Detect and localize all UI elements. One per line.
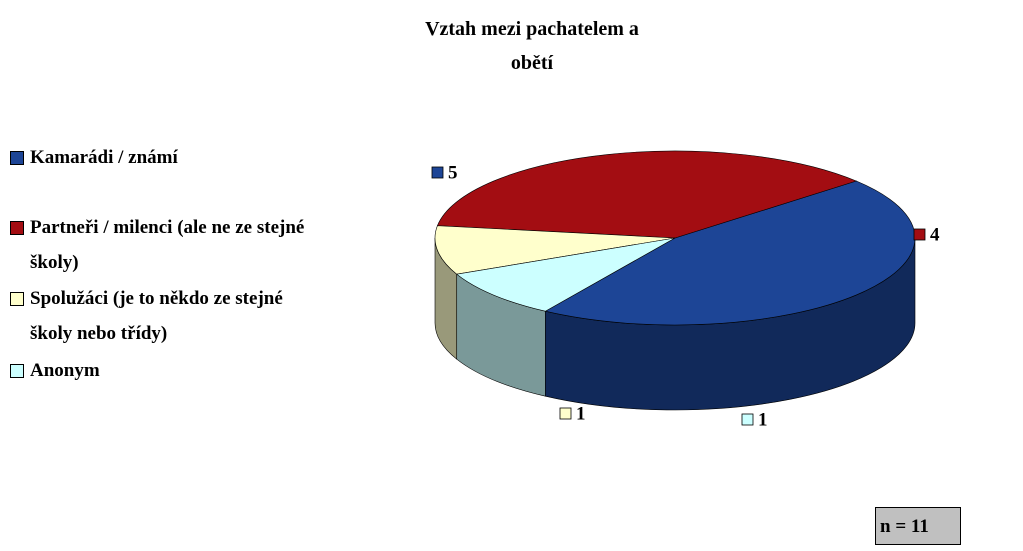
legend-item: Kamarádi / známí <box>10 140 320 175</box>
legend-label: Spolužáci (je to někdo ze stejné školy n… <box>30 288 283 344</box>
legend-item: Partneři / milenci (ale ne ze stejné ško… <box>10 210 320 280</box>
legend-label: Partneři / milenci (ale ne ze stejné ško… <box>30 217 305 273</box>
label-swatch <box>913 228 926 241</box>
legend-label: Anonym <box>30 360 100 381</box>
data-label: 1 <box>576 403 586 424</box>
legend-swatch <box>10 292 24 306</box>
slice-side-shade <box>545 238 915 411</box>
slice-side-shade <box>456 274 546 397</box>
slice <box>434 225 676 275</box>
label-swatch <box>741 413 754 426</box>
label-swatch <box>431 166 444 179</box>
data-label: 5 <box>448 162 458 183</box>
slice <box>436 150 858 239</box>
data-label: 4 <box>930 224 940 245</box>
legend-label: Kamarádi / známí <box>30 147 178 168</box>
legend-swatch <box>10 221 24 235</box>
annotation: n = 11 <box>875 507 961 545</box>
slice-side-shade <box>435 238 457 360</box>
slice <box>544 180 916 326</box>
legend-item: Anonym <box>10 353 320 388</box>
label-swatch <box>559 407 572 420</box>
legend-swatch <box>10 364 24 378</box>
legend-swatch <box>10 151 24 165</box>
legend-item: Spolužáci (je to někdo ze stejné školy n… <box>10 281 320 351</box>
slice <box>456 237 676 312</box>
data-label: 1 <box>758 409 768 430</box>
chart-title: Vztah mezi pachatelem a obětí <box>425 18 639 74</box>
